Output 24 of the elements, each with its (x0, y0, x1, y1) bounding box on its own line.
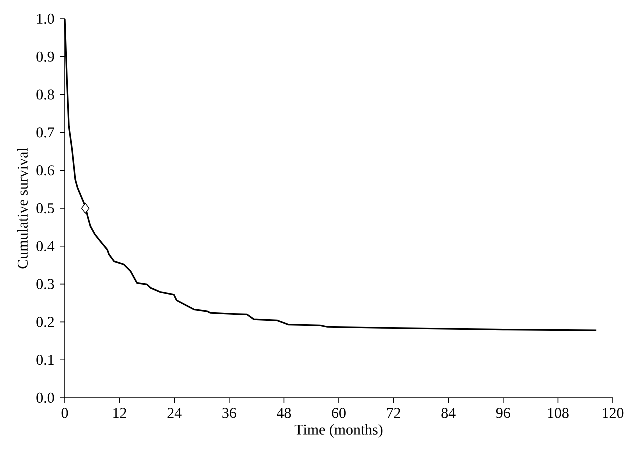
y-tick-label: 0.5 (36, 203, 54, 214)
x-tick-label: 36 (222, 408, 236, 418)
x-tick-label: 24 (168, 408, 182, 418)
x-tick-label: 120 (603, 408, 624, 418)
y-tick-label: 0.1 (36, 355, 54, 366)
y-tick-label: 0.2 (36, 317, 54, 328)
x-tick-label: 0 (62, 408, 68, 418)
y-tick-label: 0.6 (36, 166, 54, 176)
y-tick-label: 0.9 (36, 52, 54, 62)
x-tick-label: 12 (114, 408, 126, 418)
y-tick-label: 0.4 (36, 241, 55, 252)
y-tick-label: 0.3 (36, 279, 54, 290)
x-tick-label: 96 (496, 408, 510, 418)
y-tick-label: 1.0 (37, 14, 54, 24)
y-axis-title: Cumulative survival (17, 148, 28, 269)
x-tick-label: 72 (387, 408, 400, 418)
y-tick-label: 0.0 (36, 392, 54, 404)
y-tick-label: 0.8 (36, 90, 54, 100)
y-tick-label: 0.7 (36, 128, 54, 138)
x-tick-label: 48 (277, 408, 292, 418)
x-tick-label: 60 (332, 408, 346, 418)
x-tick-label: 84 (442, 408, 456, 418)
x-axis-title: Time (months) (294, 424, 383, 438)
x-tick-label: 108 (548, 408, 569, 418)
